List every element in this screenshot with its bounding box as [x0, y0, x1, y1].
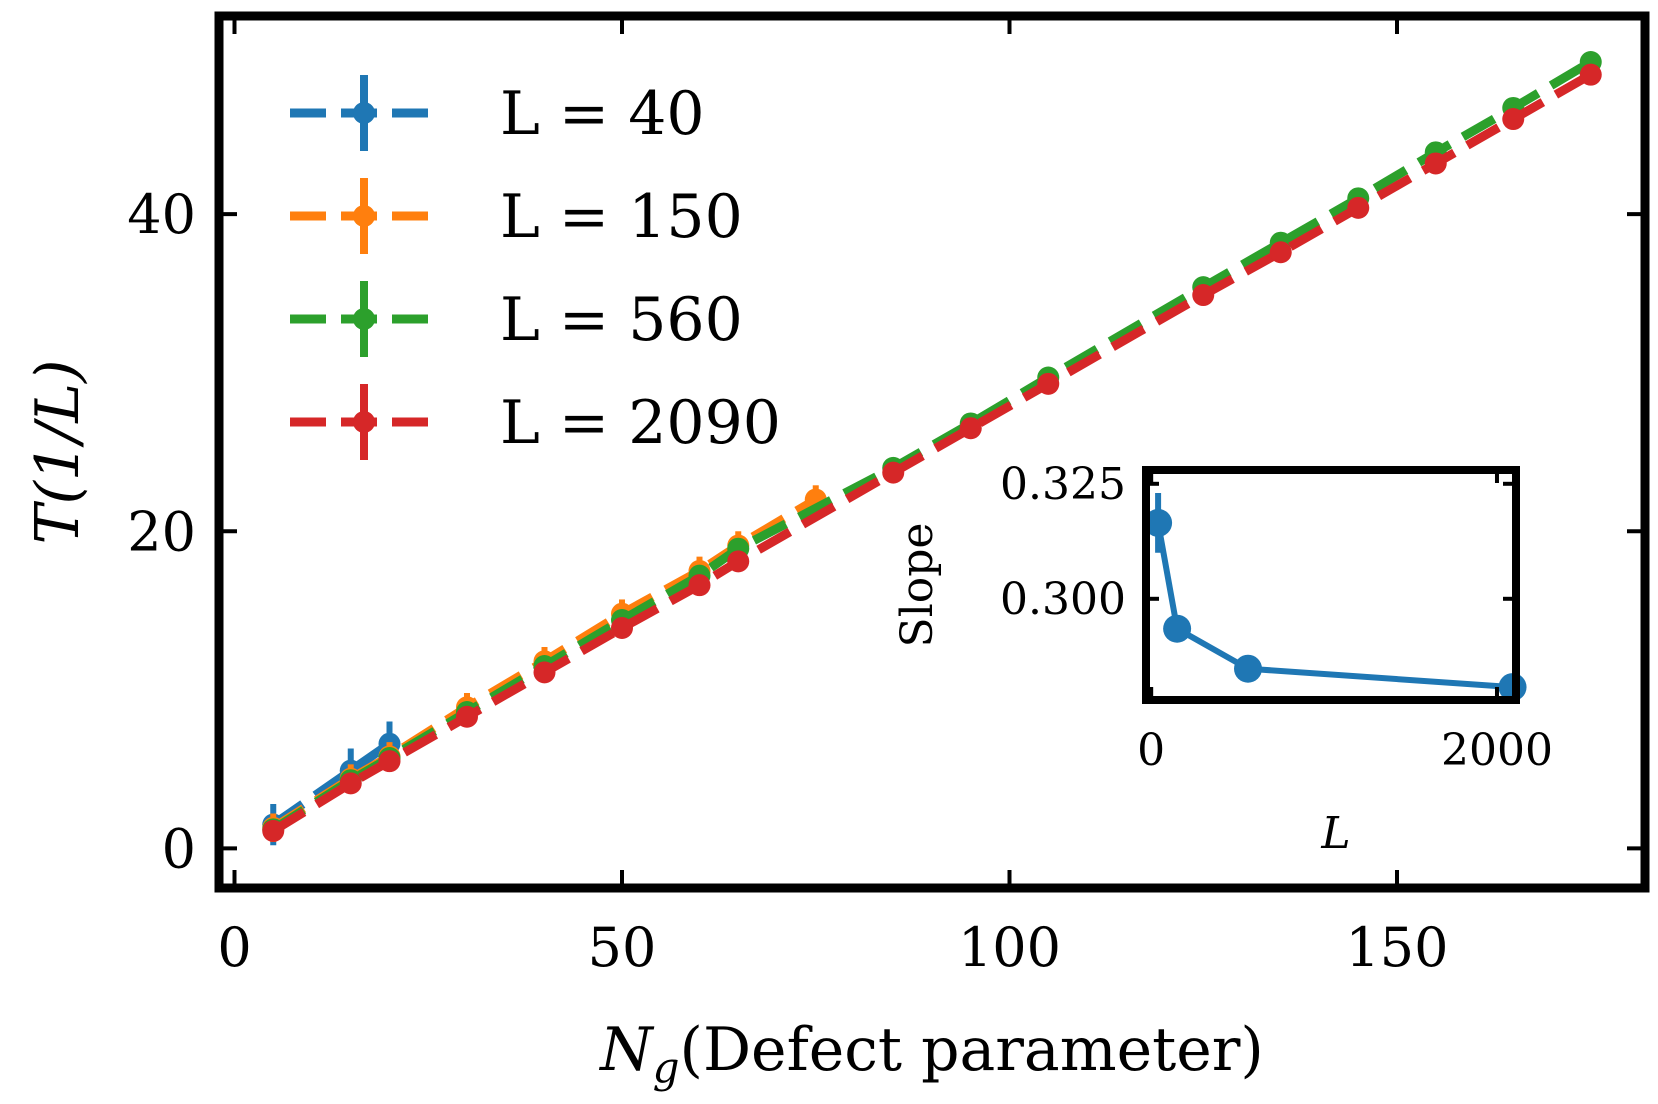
inset-frame: [1142, 466, 1520, 704]
main-ticks-layer: 0 50 100 150 0 20 40: [127, 16, 1645, 979]
inset-y-axis-label: Slope: [892, 523, 943, 648]
y-axis-label: T(1/L): [23, 359, 93, 544]
data-point: [611, 616, 633, 639]
legend-marker: [353, 308, 375, 330]
data-point: [882, 461, 905, 484]
main-plot-frame: [214, 11, 1650, 893]
inset-data-point: [1144, 508, 1173, 537]
inset-ticks-layer: 0 2000 0.300 0.325: [1000, 459, 1553, 776]
inset-line: [1155, 522, 1513, 691]
data-point: [378, 750, 401, 773]
x-axis-label-subscript: g: [653, 1043, 680, 1092]
x-tick-label: 0: [217, 916, 251, 979]
legend-entry: L = 560: [290, 281, 743, 357]
legend-label: L = 150: [500, 182, 743, 252]
inset-data-point: [1234, 654, 1263, 683]
main-series-layer: [262, 50, 1602, 846]
inset-data-point: [1163, 614, 1192, 643]
legend-entry: L = 40: [290, 75, 705, 151]
x-axis-label-text: (Defect parameter): [680, 1015, 1264, 1085]
legend-label: L = 2090: [500, 388, 781, 458]
inset-y-tick-label: 0.300: [1000, 574, 1126, 625]
inset-y-tick-label: 0.325: [1000, 459, 1126, 510]
inset-x-tick-label: 0: [1137, 725, 1165, 776]
series-l2090: [262, 63, 1602, 842]
y-tick-label: 40: [127, 183, 196, 246]
y-tick-label: 20: [127, 500, 196, 563]
legend-marker: [353, 411, 375, 433]
data-point: [959, 417, 982, 440]
data-point: [1502, 108, 1525, 131]
x-axis-label: Ng(Defect parameter): [598, 1015, 1264, 1092]
data-point: [1347, 196, 1370, 219]
legend: L = 40 L = 150 L = 560 L = 2090: [290, 75, 781, 460]
data-point: [1269, 241, 1292, 264]
legend-marker: [353, 205, 375, 227]
inset-x-axis-label: L: [1320, 808, 1350, 859]
inset-background: [1146, 470, 1516, 700]
data-point: [262, 819, 285, 842]
inset-x-tick-label: 2000: [1441, 725, 1553, 776]
data-point: [1037, 372, 1060, 395]
legend-marker: [353, 102, 375, 124]
y-tick-label: 0: [162, 817, 196, 880]
data-point: [456, 705, 478, 728]
data-point: [727, 550, 750, 573]
data-point: [688, 574, 711, 597]
inset-chart: 0 2000 0.300 0.325 Slope L: [892, 459, 1553, 859]
data-point: [1424, 152, 1447, 175]
x-tick-label: 150: [1345, 916, 1448, 979]
x-axis-label-symbol: N: [598, 1015, 655, 1085]
data-point: [1579, 63, 1602, 86]
legend-entry: L = 150: [290, 178, 743, 254]
legend-entry: L = 2090: [290, 384, 781, 460]
data-point: [1192, 284, 1215, 307]
x-tick-label: 100: [958, 916, 1061, 979]
data-point: [339, 772, 362, 795]
legend-label: L = 560: [500, 285, 743, 355]
legend-label: L = 40: [500, 79, 705, 149]
data-point: [533, 661, 556, 684]
x-tick-label: 50: [588, 916, 657, 979]
